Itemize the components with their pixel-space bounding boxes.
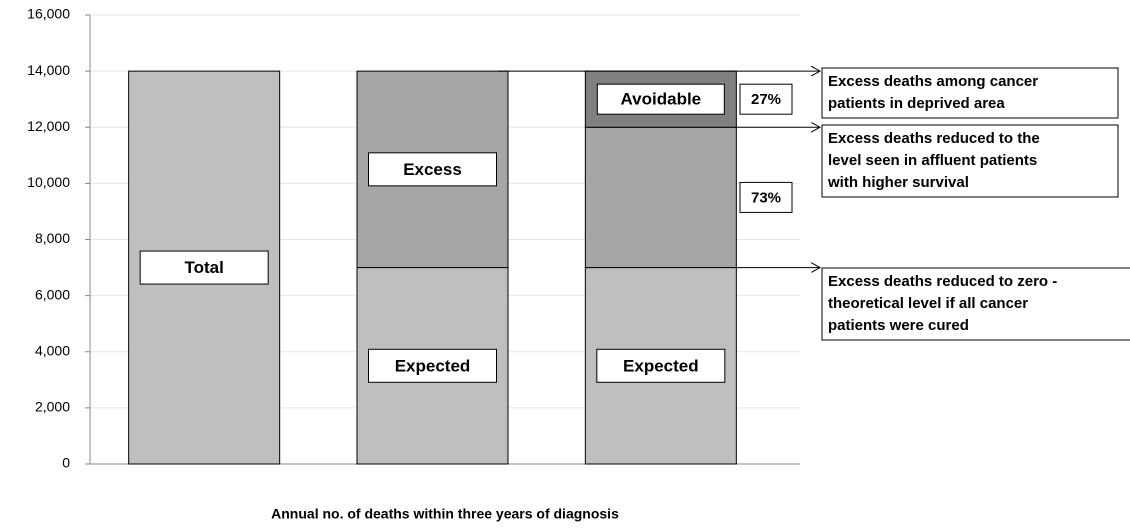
callout-text: Excess deaths reduced to the [828,130,1040,147]
y-tick-label: 16,000 [27,6,70,22]
callout-text: patients in deprived area [828,95,1005,112]
y-tick-label: 6,000 [35,286,70,302]
y-tick-label: 14,000 [27,62,70,78]
label-box [596,83,725,115]
segment-label: Avoidable [621,90,702,109]
segment-label: Expected [623,356,699,375]
callout-text: Excess deaths among cancer [828,73,1038,90]
segment-label: Excess [403,160,462,179]
callout-text: Excess deaths reduced to zero - [828,273,1057,290]
segment-label: Total [184,258,223,277]
y-tick-label: 2,000 [35,399,70,415]
x-axis-title: Annual no. of deaths within three years … [271,506,619,522]
y-tick-label: 4,000 [35,342,70,358]
share-box [739,181,793,213]
y-tick-label: 10,000 [27,174,70,190]
label-box [368,348,497,383]
y-tick-label: 0 [62,455,70,471]
callout-text: with higher survival [827,174,969,191]
label-box [596,348,726,383]
label-box [368,152,497,187]
label-box [139,250,269,285]
callout-text: level seen in affluent patients [828,152,1037,169]
callout-text: theoretical level if all cancer [828,295,1028,312]
bar-segment [584,126,737,269]
callout-box [821,124,1119,198]
callout-text: patients were cured [828,317,969,334]
share-label: 27% [751,91,781,108]
segment-label: Expected [395,356,471,375]
share-label: 73% [751,189,781,206]
callout-box [821,67,1119,119]
callout-box [821,267,1130,341]
y-tick-label: 8,000 [35,230,70,246]
y-tick-label: 12,000 [27,118,70,134]
share-box [739,83,793,115]
